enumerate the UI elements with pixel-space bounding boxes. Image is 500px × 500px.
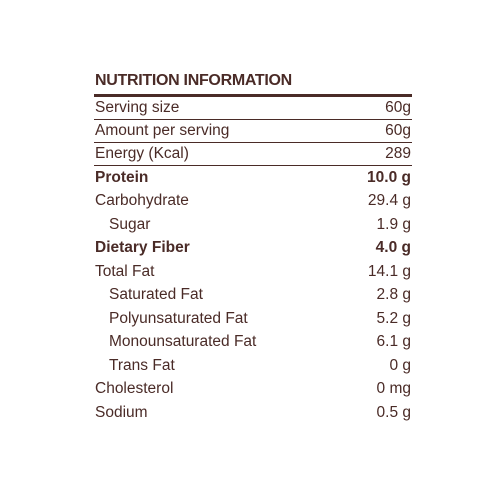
table-row: Energy (Kcal) 289 [95,143,411,165]
table-row: Trans Fat 0 g [95,355,411,377]
table-row: Polyunsaturated Fat 5.2 g [95,308,411,330]
nutrient-label: Saturated Fat [109,286,203,303]
nutrient-label: Polyunsaturated Fat [109,310,248,327]
nutrient-label: Cholesterol [95,380,174,397]
nutrient-label: Sodium [95,404,148,421]
nutrient-label: Trans Fat [109,357,175,374]
rule [94,94,412,97]
nutrient-value: 0.5 g [376,404,411,421]
nutrient-label: Carbohydrate [95,192,189,209]
table-row: Total Fat 14.1 g [95,261,411,283]
table-row: Monounsaturated Fat 6.1 g [95,331,411,353]
nutrient-label: Total Fat [95,263,155,280]
nutrient-label: Protein [95,169,149,186]
nutrient-value: 60g [385,122,411,139]
nutrient-label: Serving size [95,99,180,116]
nutrient-value: 5.2 g [376,310,411,327]
nutrient-label: Amount per serving [95,122,230,139]
nutrient-value: 6.1 g [376,333,411,350]
rule [94,165,412,166]
nutrient-label: Dietary Fiber [95,239,190,256]
nutrient-value: 0 g [389,357,411,374]
table-row: Dietary Fiber 4.0 g [95,237,411,259]
table-row: Amount per serving 60g [95,120,411,142]
nutrient-value: 0 mg [376,380,411,397]
rule [94,142,412,143]
table-row: Serving size 60g [95,97,411,119]
nutrient-value: 14.1 g [367,263,411,280]
nutrient-value: 29.4 g [367,192,411,209]
table-row: Sodium 0.5 g [95,402,411,424]
nutrient-value: 289 [385,145,411,162]
nutrient-label: Energy (Kcal) [95,145,189,162]
nutrient-value: 60g [385,99,411,116]
table-row: Carbohydrate 29.4 g [95,190,411,212]
title: NUTRITION INFORMATION [95,72,292,89]
table-row: Cholesterol 0 mg [95,378,411,400]
nutrient-label: Monounsaturated Fat [109,333,257,350]
rule [94,119,412,120]
nutrient-value: 10.0 g [367,169,411,186]
nutrient-value: 2.8 g [376,286,411,303]
nutrient-value: 1.9 g [376,216,411,233]
nutrient-value: 4.0 g [375,239,411,256]
table-row: Sugar 1.9 g [95,214,411,236]
table-row: Saturated Fat 2.8 g [95,284,411,306]
nutrient-label: Sugar [109,216,151,233]
table-row: Protein 10.0 g [95,167,411,189]
